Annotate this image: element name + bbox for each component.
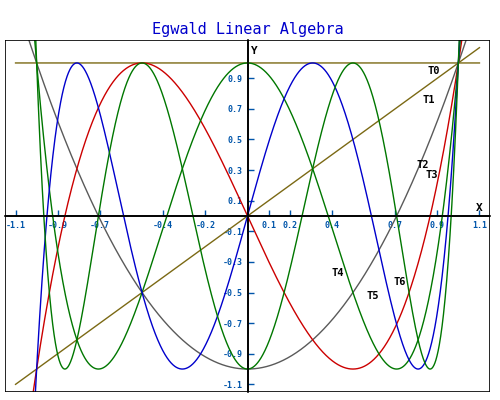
Title: Egwald Linear Algebra: Egwald Linear Algebra: [152, 22, 344, 38]
Text: T2: T2: [416, 160, 428, 170]
Text: T3: T3: [426, 170, 438, 180]
Text: T0: T0: [428, 66, 440, 76]
Text: T6: T6: [393, 277, 406, 287]
Text: X: X: [476, 203, 483, 213]
Text: Y: Y: [250, 46, 258, 56]
Text: T5: T5: [366, 290, 379, 300]
Text: T4: T4: [332, 268, 344, 278]
Text: T1: T1: [422, 95, 435, 105]
